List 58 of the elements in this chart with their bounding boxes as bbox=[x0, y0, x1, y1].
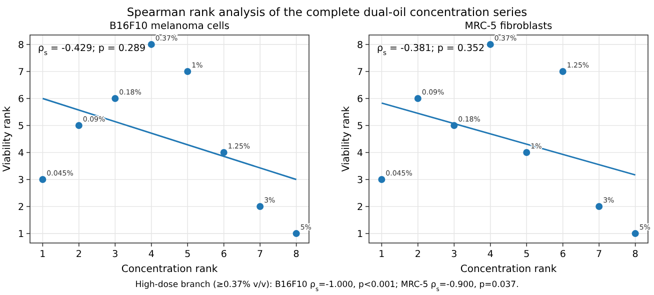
point bbox=[596, 203, 603, 210]
x-tick-label: 8 bbox=[293, 249, 300, 260]
x-tick-label: 2 bbox=[76, 249, 82, 260]
point bbox=[450, 122, 458, 129]
x-tick-label: 2 bbox=[414, 249, 421, 260]
chart-title: MRC-5 fibroblasts bbox=[464, 21, 552, 32]
y-tick-label: 8 bbox=[356, 40, 363, 51]
x-tick-label: 4 bbox=[148, 249, 154, 260]
x-tick-label: 5 bbox=[524, 249, 530, 260]
y-tick-label: 5 bbox=[356, 120, 363, 132]
text: High-dose branch (≥0.37% v/v): B16F10 ρ$_{s}$=-1.000, p<0.001; MRC-5 ρ$_{s}$=-0.900, p=0.037. bbox=[135, 280, 519, 292]
y-tick-label: 6 bbox=[356, 94, 363, 105]
annotation: ρ$_{s}$ = -0.429; p = 0.289 bbox=[38, 43, 146, 57]
x-tick-label: 6 bbox=[560, 249, 566, 260]
x-tick-label: 1 bbox=[378, 249, 385, 260]
point bbox=[486, 40, 494, 48]
y-tick-label: 4 bbox=[18, 148, 24, 160]
y-axis-title: Viability rank bbox=[2, 106, 13, 172]
point bbox=[184, 68, 192, 75]
y-tick-label: 1 bbox=[18, 229, 24, 240]
x-tick-label: 4 bbox=[487, 249, 494, 260]
x-tick-label: 5 bbox=[184, 249, 191, 260]
x-axis-title: Concentration rank bbox=[121, 264, 218, 275]
point bbox=[292, 230, 300, 238]
point bbox=[148, 40, 155, 48]
y-tick-label: 8 bbox=[18, 40, 24, 51]
point bbox=[632, 230, 639, 238]
text: Spearman rank analysis of the complete dual-oil concentration series bbox=[126, 5, 528, 19]
y-tick-label: 7 bbox=[356, 66, 363, 78]
y-tick-label: 3 bbox=[356, 175, 363, 186]
point bbox=[414, 94, 422, 102]
y-tick-label: 2 bbox=[18, 202, 24, 214]
y-tick-label: 1 bbox=[356, 229, 363, 240]
point bbox=[220, 149, 228, 156]
point bbox=[75, 122, 82, 129]
point bbox=[559, 68, 566, 75]
y-tick-label: 6 bbox=[18, 94, 24, 105]
chart-title: B16F10 melanoma cells bbox=[110, 21, 230, 32]
x-tick-label: 3 bbox=[112, 249, 118, 260]
annotation: ρ$_{s}$ = -0.381; p = 0.352 bbox=[377, 43, 485, 57]
x-tick-label: 7 bbox=[257, 249, 264, 260]
x-axis-title: Concentration rank bbox=[460, 264, 557, 275]
x-tick-label: 7 bbox=[596, 249, 602, 260]
y-tick-label: 2 bbox=[356, 202, 363, 214]
x-tick-label: 3 bbox=[451, 249, 458, 260]
y-tick-label: 3 bbox=[18, 175, 24, 186]
point bbox=[39, 176, 46, 184]
point bbox=[523, 149, 530, 156]
point bbox=[256, 203, 264, 210]
point bbox=[112, 94, 119, 102]
point bbox=[378, 176, 386, 184]
x-tick-label: 8 bbox=[632, 249, 638, 260]
y-tick-label: 7 bbox=[18, 66, 24, 78]
y-axis-title: Viability rank bbox=[341, 106, 352, 172]
y-tick-label: 4 bbox=[356, 148, 363, 160]
y-tick-label: 5 bbox=[18, 120, 24, 132]
x-tick-label: 6 bbox=[220, 249, 227, 260]
x-tick-label: 1 bbox=[40, 249, 46, 260]
